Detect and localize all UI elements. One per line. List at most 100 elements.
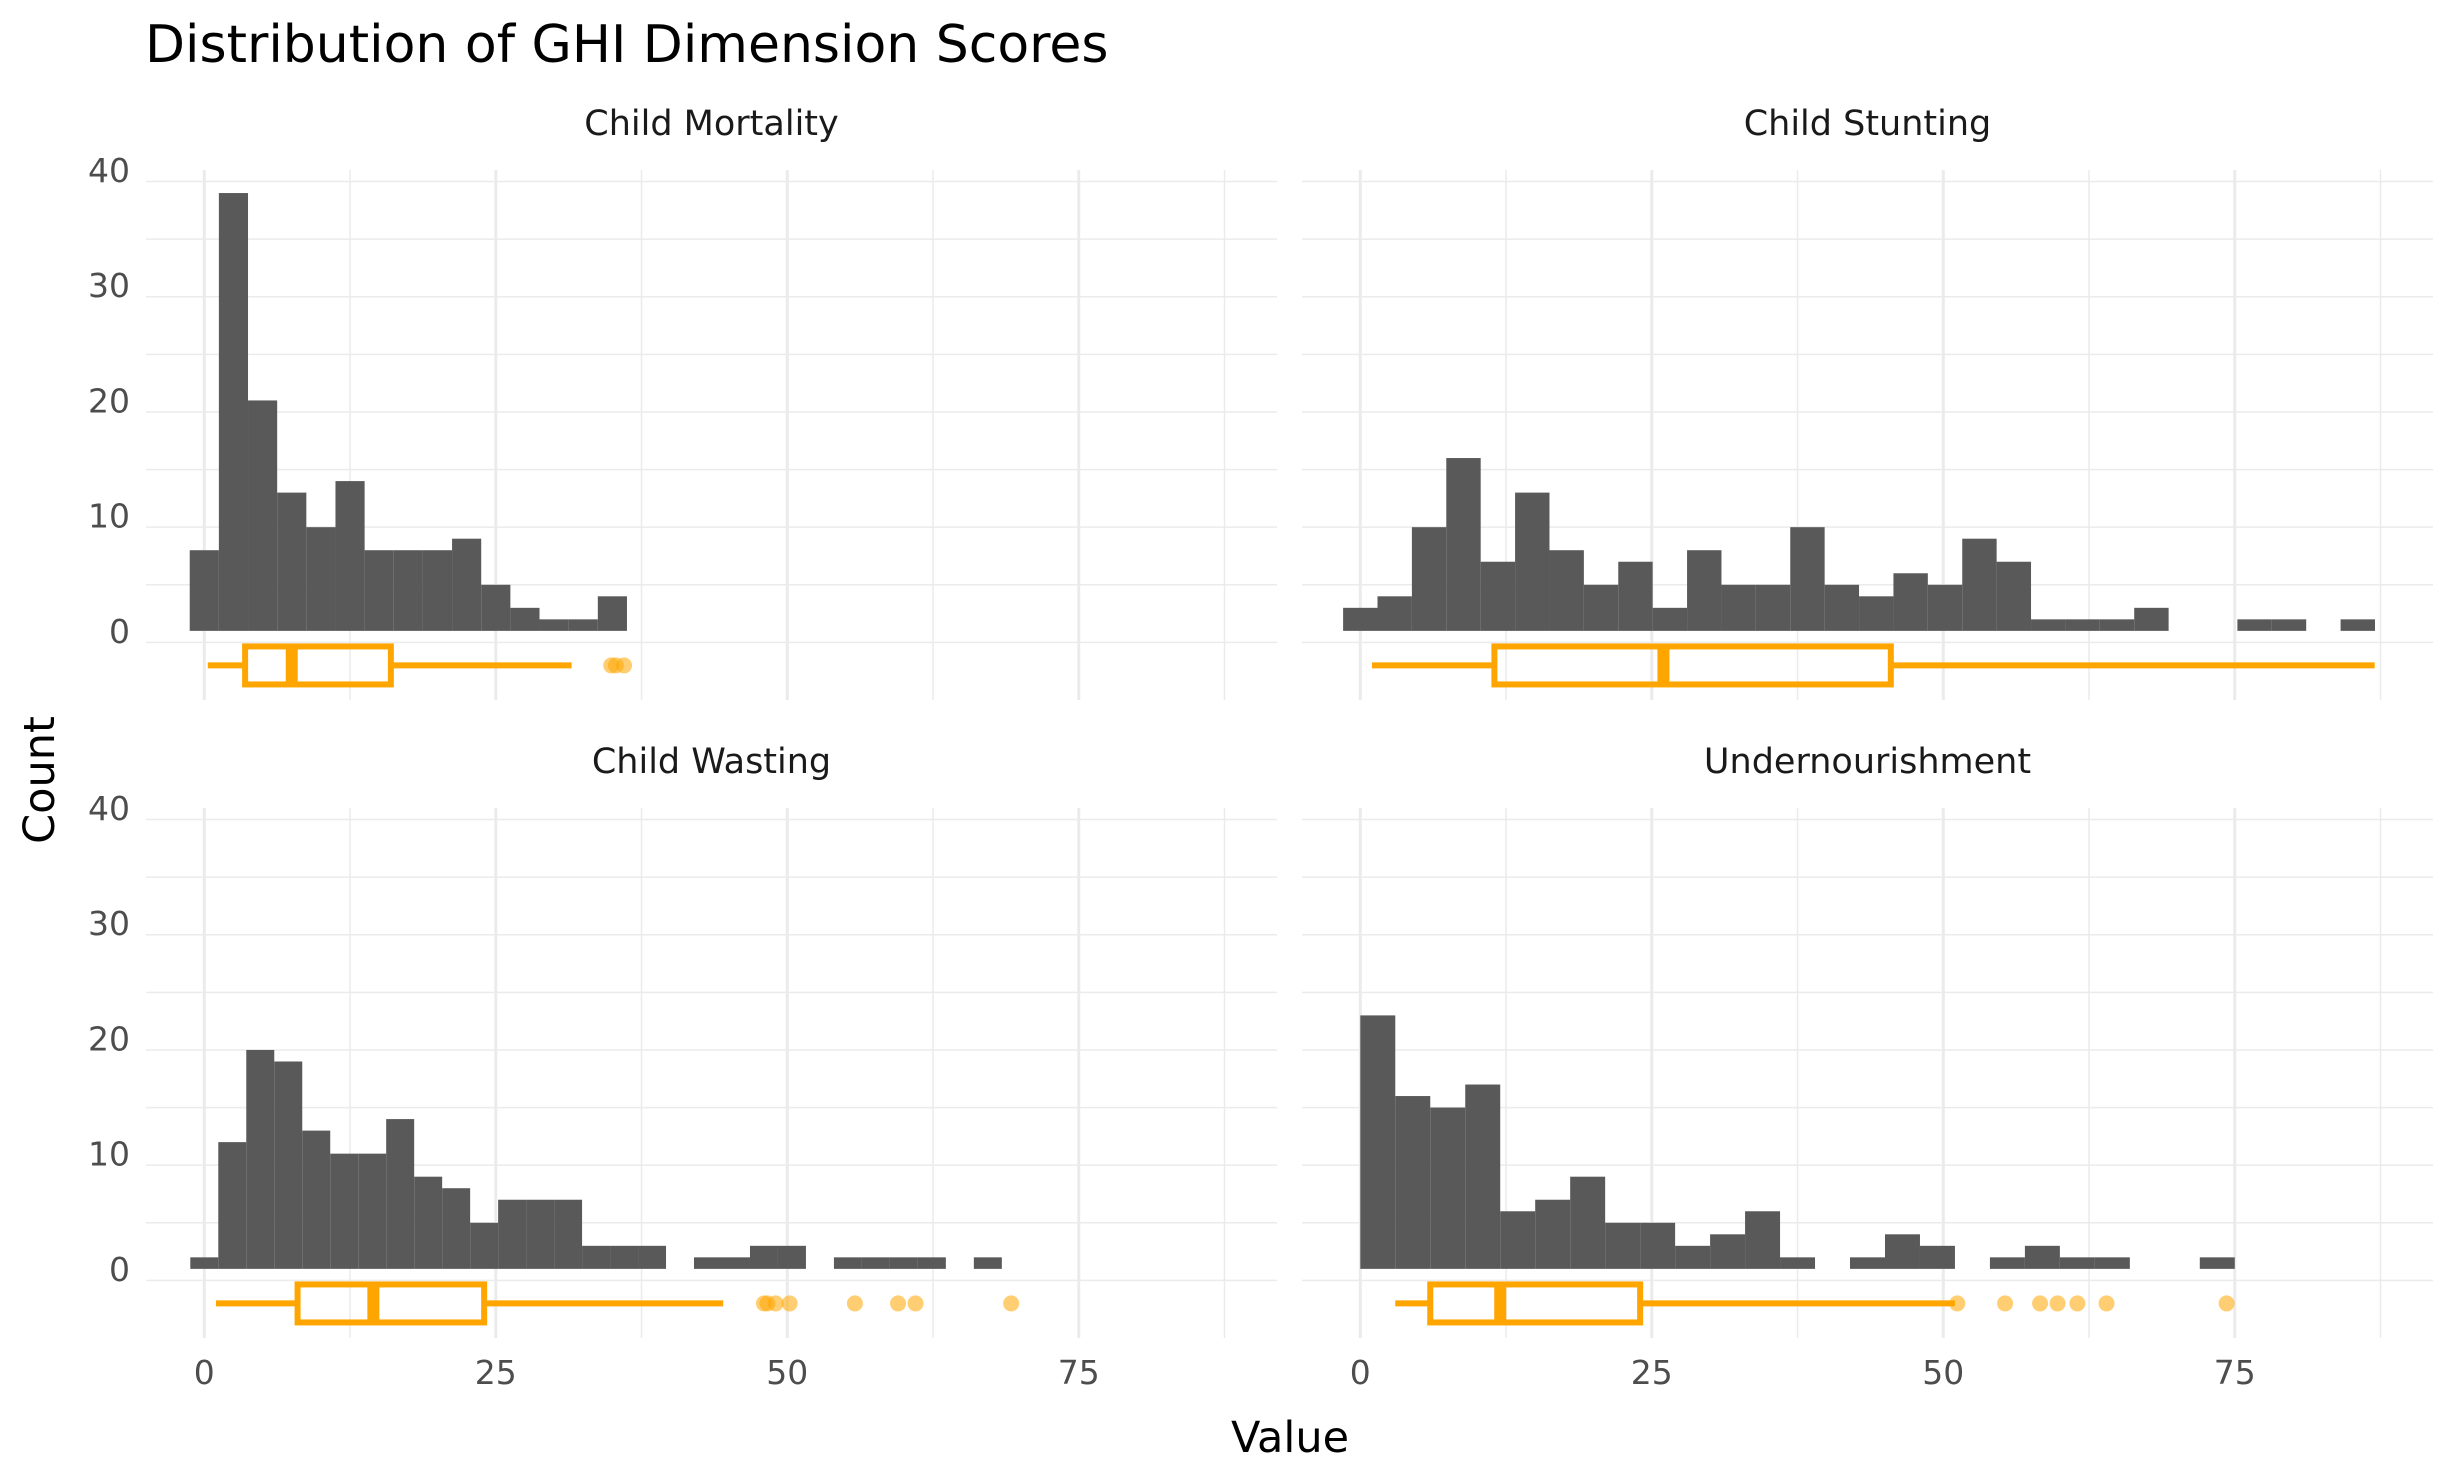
histogram-bar [1446, 458, 1481, 631]
histogram-bar [1755, 584, 1791, 631]
histogram-bar [2271, 619, 2307, 631]
boxplot-outlier [846, 1295, 863, 1312]
histogram-bar [442, 1188, 471, 1269]
histogram-bar [2024, 1245, 2060, 1269]
histogram-bar [358, 1153, 387, 1269]
histogram-bar [1395, 1096, 1431, 1269]
histogram-bar [1360, 1015, 1396, 1269]
histogram-bar [498, 1199, 527, 1269]
y-tick-label: 10 [88, 1135, 130, 1174]
y-tick-label: 0 [109, 1250, 130, 1289]
histogram-bar [1850, 1257, 1885, 1269]
histogram-bar [1605, 1222, 1641, 1269]
histogram-bar [597, 596, 627, 631]
histogram-bar [1535, 1199, 1571, 1269]
y-tick-label: 20 [88, 381, 130, 420]
histogram-bar [1640, 1222, 1676, 1269]
histogram-bar [2094, 1257, 2130, 1269]
histogram-bar [568, 619, 598, 631]
histogram-bar [1515, 492, 1550, 631]
histogram-bar [1824, 584, 1860, 631]
boxplot-box [242, 643, 394, 688]
histogram-bar [1570, 1176, 1606, 1269]
histogram-bar [2199, 1257, 2235, 1269]
histogram-bar [1927, 584, 1963, 631]
histogram-bar [1583, 584, 1619, 631]
histogram-bar [1430, 1107, 1466, 1269]
histogram-bar [335, 481, 365, 631]
panel-grid-lines [1302, 170, 2433, 700]
facet-label: Child Stunting [1744, 104, 1992, 144]
panel-child-wasting: Child Wasting 0 10 20 30 40 0 25 50 75 [88, 742, 1277, 1392]
boxplot-outlier [781, 1295, 798, 1312]
histogram-bar [364, 550, 394, 631]
x-tick-label: 0 [1350, 1353, 1371, 1392]
boxplot-outlier [767, 1295, 784, 1312]
y-tick-label: 30 [88, 904, 130, 943]
histogram-bar [218, 1142, 247, 1269]
histogram-bar [1721, 584, 1756, 631]
histogram-bar [470, 1222, 499, 1269]
boxplot-box [1427, 1281, 1644, 1326]
histogram-bar [2059, 1257, 2095, 1269]
histogram-bar [1790, 527, 1825, 631]
histogram-bar [414, 1176, 443, 1269]
x-tick-label: 50 [1922, 1353, 1964, 1392]
facet-label: Undernourishment [1704, 742, 2031, 782]
histogram-bar [248, 400, 278, 631]
histogram-bar [277, 492, 307, 631]
boxplot-outlier [2069, 1295, 2086, 1312]
histogram-bar [1884, 1234, 1920, 1269]
x-tick-label: 25 [1631, 1353, 1673, 1392]
x-axis-title: Value [1231, 1413, 1349, 1463]
x-tick-label: 0 [194, 1353, 215, 1392]
histogram-bar [330, 1153, 359, 1269]
y-axis-title: Count [15, 716, 65, 844]
facet-label: Child Mortality [584, 104, 838, 144]
histogram-bar [1500, 1211, 1536, 1269]
panel-child-stunting: Child Stunting [1302, 104, 2433, 700]
x-tick-label: 25 [475, 1353, 517, 1392]
boxplot [1371, 643, 2375, 688]
histogram-bar [554, 1199, 583, 1269]
histogram-bar [1919, 1245, 1955, 1269]
histogram-bar [1377, 596, 1412, 631]
boxplot-outlier [1949, 1295, 1966, 1312]
histogram-bar [861, 1257, 890, 1269]
histogram-bar [1859, 596, 1894, 631]
histogram-bar [582, 1245, 611, 1269]
histogram-bar [190, 1257, 219, 1269]
histogram-bar [1618, 561, 1653, 631]
y-tick-label: 40 [88, 151, 130, 190]
histogram-bar [749, 1245, 778, 1269]
histogram-bar [1710, 1234, 1746, 1269]
histogram-bar [917, 1257, 946, 1269]
boxplot-outlier [1003, 1295, 1020, 1312]
histogram-bar [1745, 1211, 1781, 1269]
histogram-bar [610, 1245, 639, 1269]
histogram-bar [1893, 573, 1928, 631]
y-tick-label: 20 [88, 1019, 130, 1058]
histogram-bar [306, 527, 336, 631]
histogram-bar [1465, 1084, 1501, 1269]
panel-undernourishment: Undernourishment 0 25 50 75 [1302, 742, 2433, 1392]
y-tick-label: 40 [88, 789, 130, 828]
histogram-bar [452, 538, 482, 631]
boxplot-outlier [2218, 1295, 2235, 1312]
histogram-bar [1989, 1257, 2025, 1269]
histogram-bar [2065, 619, 2100, 631]
histogram-bar [302, 1130, 331, 1269]
histogram-bar [539, 619, 569, 631]
histogram-bar [393, 550, 423, 631]
histogram-bar [526, 1199, 555, 1269]
boxplot-box [1491, 643, 1894, 688]
histogram-bar [721, 1257, 750, 1269]
boxplot [215, 1281, 1020, 1326]
histogram-bar [189, 550, 219, 631]
boxplot-outlier [616, 657, 633, 674]
facet-label: Child Wasting [592, 742, 831, 782]
y-tick-label: 30 [88, 266, 130, 305]
histogram-bar [218, 193, 249, 631]
histogram-bar [274, 1061, 303, 1269]
